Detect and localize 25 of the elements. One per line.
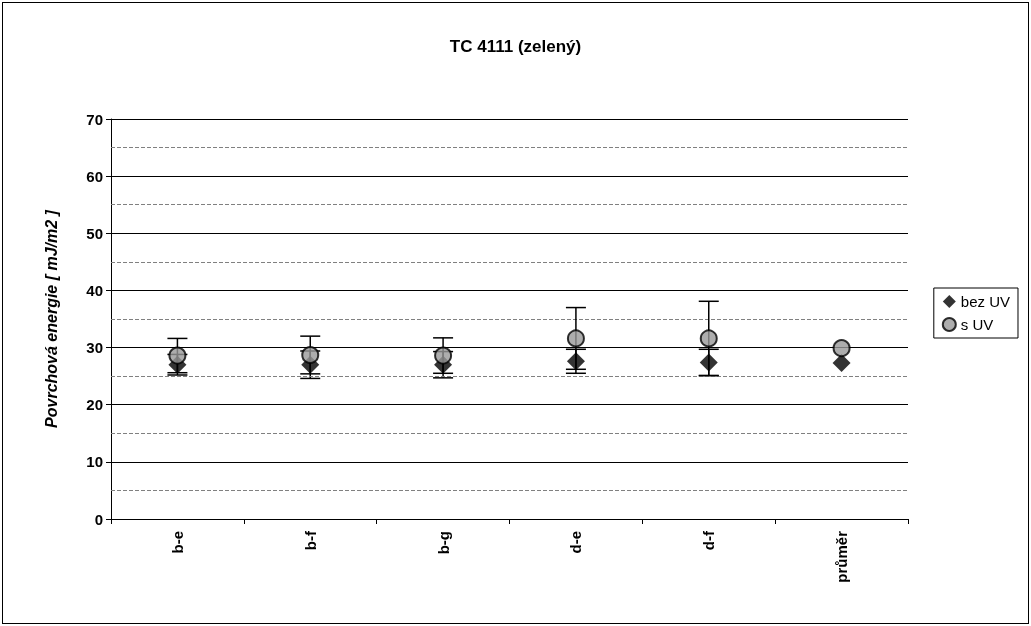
point: [434, 346, 453, 365]
y-tick-label: 0: [94, 510, 103, 528]
x-tick-label: d-f: [700, 530, 718, 551]
point: [832, 354, 851, 372]
point: [566, 329, 585, 348]
y-tick-label: 60: [86, 167, 103, 185]
legend-label: s UV: [960, 316, 994, 333]
point: [168, 346, 187, 365]
y-axis-title: Povrchová energie [ mJ/m2 ]: [42, 209, 60, 428]
point: [699, 329, 718, 348]
x-tick-label: b-f: [301, 530, 319, 551]
x-tick-label: průměr: [833, 530, 851, 583]
chart-title: TC 4111 (zelený): [449, 37, 582, 56]
y-tick-label: 30: [86, 339, 103, 357]
y-tick-label: 40: [86, 281, 103, 299]
x-tick-label: b-e: [168, 531, 186, 554]
point: [301, 346, 320, 364]
x-tick-label: d-e: [567, 531, 585, 554]
point: [832, 339, 851, 358]
y-tick-label: 10: [86, 453, 103, 471]
y-tick-label: 70: [86, 110, 103, 128]
legend-label: bez UV: [960, 293, 1011, 310]
y-tick-label: 20: [86, 396, 103, 414]
x-tick-label: b-g: [434, 531, 452, 555]
y-tick-label: 50: [86, 224, 103, 242]
